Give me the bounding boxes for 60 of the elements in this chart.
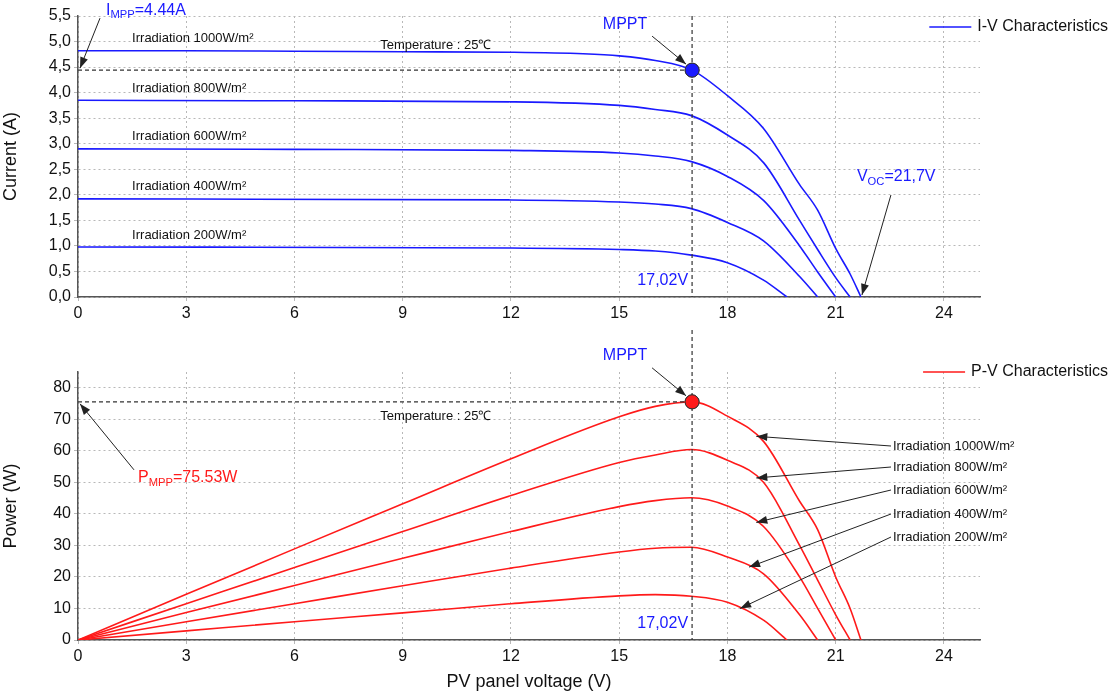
y-tick-label: 1,5 <box>48 210 72 228</box>
annotation: MPPT <box>602 14 648 32</box>
annotation: Irradiation 600W/m² <box>132 128 247 144</box>
y-tick-label: 2,5 <box>48 159 72 177</box>
y-tick-label: 0,0 <box>48 287 72 305</box>
y-tick-label: 20 <box>53 567 72 585</box>
y-tick-label: 30 <box>53 535 72 553</box>
y-tick-label: 0 <box>62 630 72 648</box>
x-tick-label: 6 <box>290 304 300 322</box>
x-tick-label: 21 <box>826 647 845 665</box>
text: Irradiation 600W/m² <box>893 481 1008 497</box>
y-tick-label: 3,5 <box>48 108 72 126</box>
x-tick-label: 3 <box>181 304 191 322</box>
x-tick-label: 0 <box>73 304 83 322</box>
x-tick-label: 9 <box>398 304 408 322</box>
annotation: Temperature : 25℃ <box>380 407 492 423</box>
annotation: Irradiation 800W/m² <box>132 79 247 95</box>
annotation: 17,02V <box>637 614 689 632</box>
y-tick-label: 70 <box>53 409 72 427</box>
x-tick-label: 24 <box>935 304 953 322</box>
y-tick-label: 3,0 <box>48 134 72 152</box>
x-tick-label: 21 <box>826 304 845 322</box>
x-tick-label: 18 <box>718 304 737 322</box>
x-tick-label: 12 <box>502 647 520 665</box>
y-tick-label: 5,0 <box>48 31 72 49</box>
text: Irradiation 1000W/m² <box>893 437 1016 453</box>
y-axis-title: Power (W) <box>0 463 20 549</box>
y-tick-label: 0,5 <box>48 261 72 279</box>
legend-title: P-V Characteristics <box>971 362 1108 380</box>
x-tick-label: 9 <box>398 647 408 665</box>
y-tick-label: 50 <box>53 472 72 490</box>
x-tick-label: 12 <box>502 304 520 322</box>
annotation: Irradiation 400W/m² <box>132 178 247 194</box>
annotation: Irradiation 1000W/m² <box>132 30 255 46</box>
x-tick-label: 24 <box>935 647 953 665</box>
annotation: MPPT <box>602 346 648 364</box>
y-axis-title: Current (A) <box>0 111 20 202</box>
annotation: Irradiation 200W/m² <box>132 226 247 242</box>
text: Irradiation 400W/m² <box>893 505 1008 521</box>
y-tick-label: 2,0 <box>48 185 72 203</box>
annotation: Temperature : 25℃ <box>380 37 492 53</box>
y-tick-label: 4,5 <box>48 57 72 75</box>
text: Irradiation 200W/m² <box>893 528 1008 544</box>
x-tick-label: 18 <box>718 647 737 665</box>
x-tick-label: 6 <box>290 647 300 665</box>
y-tick-label: 10 <box>53 598 72 616</box>
annotation: 17,02V <box>637 271 689 289</box>
y-tick-label: 60 <box>53 441 72 459</box>
y-tick-label: 4,0 <box>48 83 72 101</box>
text: Irradiation 800W/m² <box>893 458 1008 474</box>
y-tick-label: 80 <box>53 378 72 396</box>
x-tick-label: 3 <box>181 647 191 665</box>
x-tick-label: 15 <box>610 647 629 665</box>
legend-title: I-V Characteristics <box>977 17 1109 35</box>
y-tick-label: 1,0 <box>48 236 72 254</box>
x-tick-label: 0 <box>73 647 83 665</box>
x-tick-label: 15 <box>610 304 629 322</box>
x-axis-title: PV panel voltage (V) <box>446 671 612 692</box>
y-tick-label: 5,5 <box>48 6 72 24</box>
y-tick-label: 40 <box>53 504 72 522</box>
